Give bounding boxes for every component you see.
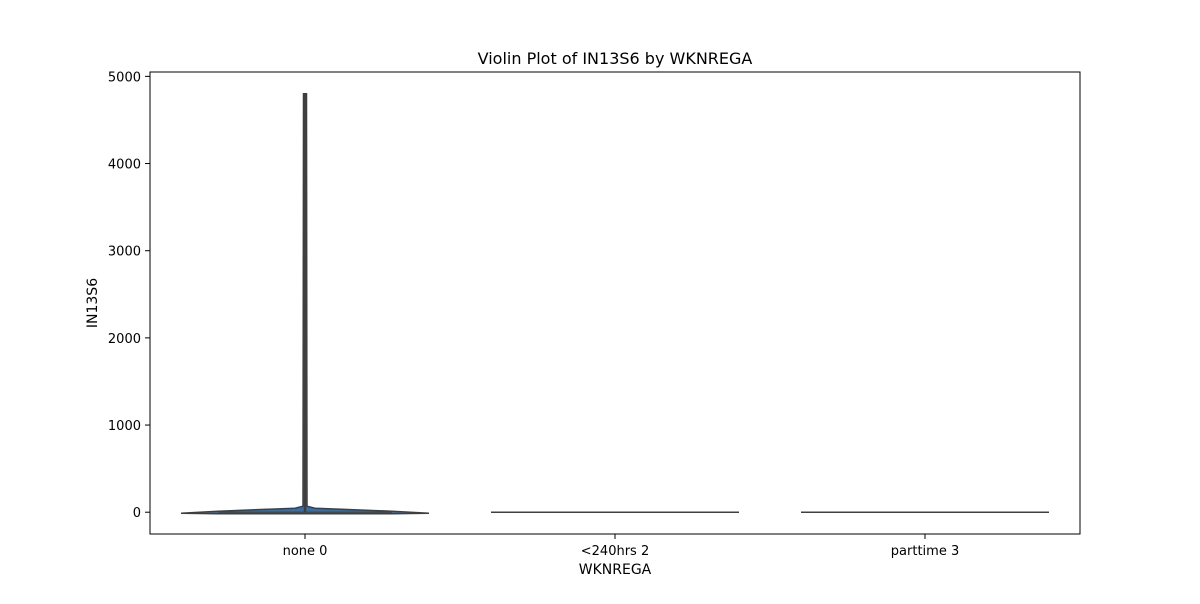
y-tick-label: 4000 (108, 158, 141, 173)
x-tick-label: <240hrs 2 (581, 544, 649, 559)
y-tick-label: 3000 (108, 245, 141, 260)
chart-title: Violin Plot of IN13S6 by WKNREGA (478, 49, 753, 68)
y-tick-label: 5000 (108, 70, 141, 85)
y-tick-label: 2000 (108, 332, 141, 347)
y-tick-label: 0 (133, 506, 141, 521)
x-tick-label: none 0 (283, 544, 328, 559)
plot-area (180, 93, 1049, 515)
violin-0 (180, 93, 430, 515)
x-axis-label: WKNREGA (579, 562, 652, 578)
y-axis-label: IN13S6 (85, 278, 101, 328)
x-tick-label: parttime 3 (891, 544, 959, 559)
y-tick-label: 1000 (108, 419, 141, 434)
